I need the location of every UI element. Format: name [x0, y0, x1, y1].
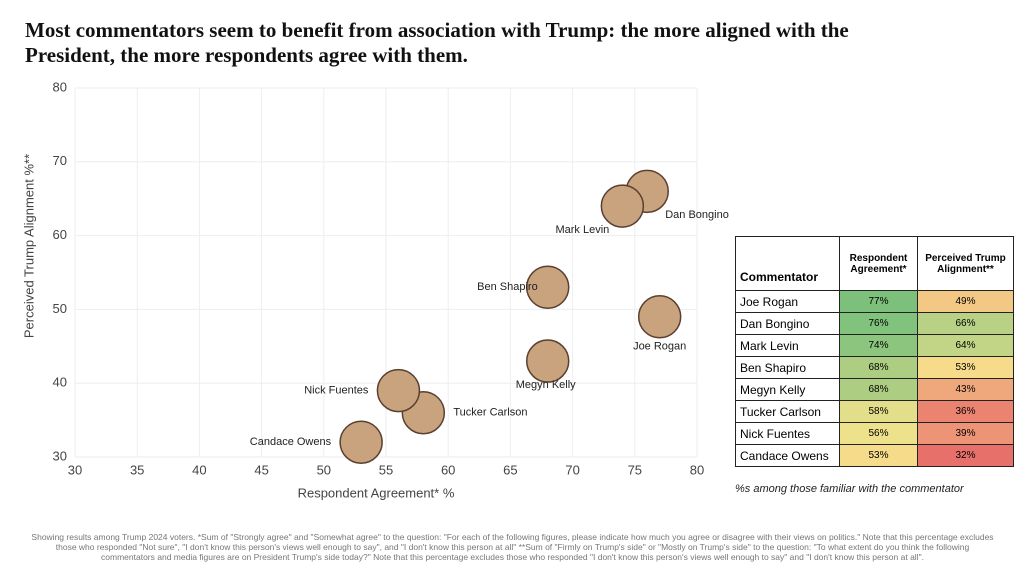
point: [637, 295, 682, 339]
x-tick-label: 80: [690, 462, 704, 477]
point-label: Nick Fuentes: [304, 384, 369, 396]
x-tick-label: 60: [441, 462, 455, 477]
table-cell: 77%: [839, 290, 918, 313]
point-label: Mark Levin: [555, 224, 609, 236]
point-label: Candace Owens: [250, 436, 332, 448]
footnote: Showing results among Trump 2024 voters.…: [31, 532, 994, 562]
point: [376, 368, 421, 413]
point: [525, 265, 570, 310]
x-tick-label: 40: [192, 462, 206, 477]
table-cell: 74%: [839, 334, 918, 357]
x-tick-label: 30: [68, 462, 82, 477]
table-row: Dan Bongino 76% 66%: [735, 312, 1014, 335]
table-cell: Tucker Carlson: [735, 400, 840, 423]
point: [525, 339, 570, 383]
x-tick-label: 70: [565, 462, 579, 477]
x-tick-label: 50: [317, 462, 331, 477]
table-row: Candace Owens 53% 32%: [735, 444, 1014, 467]
point-label: Megyn Kelly: [516, 379, 576, 391]
point-label: Joe Rogan: [633, 341, 686, 353]
table-cell: Dan Bongino: [735, 312, 840, 335]
table-cell: 76%: [839, 312, 918, 335]
point-label: Dan Bongino: [665, 209, 729, 221]
table-cell: 56%: [839, 422, 918, 445]
point-label: Tucker Carlson: [453, 407, 527, 419]
point: [600, 184, 645, 228]
y-tick-label: 40: [53, 375, 67, 390]
x-axis-title: Respondent Agreement* %: [298, 485, 455, 500]
table-header: Respondent Agreement*: [839, 236, 918, 291]
table-cell: Joe Rogan: [735, 290, 840, 313]
table-cell: 66%: [917, 312, 1014, 335]
y-axis-title: Perceived Trump Alignment %**: [21, 154, 36, 338]
table-cell: Candace Owens: [735, 444, 840, 467]
table-cell: 53%: [839, 444, 918, 467]
point: [339, 420, 383, 464]
table-row: Joe Rogan 77% 49%: [735, 290, 1014, 313]
table-cell: 36%: [917, 400, 1014, 423]
table-cell: Megyn Kelly: [735, 378, 840, 401]
x-tick-label: 65: [503, 462, 517, 477]
x-tick-label: 35: [130, 462, 144, 477]
x-tick-label: 45: [254, 462, 268, 477]
table-row: Tucker Carlson 58% 36%: [735, 400, 1014, 423]
table-cell: Mark Levin: [735, 334, 840, 357]
y-tick-label: 80: [53, 79, 67, 94]
point-label: Ben Shapiro: [477, 281, 538, 293]
y-tick-label: 50: [53, 301, 67, 316]
table-row: Ben Shapiro 68% 53%: [735, 356, 1014, 379]
table-cell: 58%: [839, 400, 918, 423]
table-cell: 68%: [839, 378, 918, 401]
y-tick-label: 30: [53, 448, 67, 463]
table-cell: 53%: [917, 356, 1014, 379]
table-row: Megyn Kelly 68% 43%: [735, 378, 1014, 401]
x-tick-label: 55: [379, 462, 393, 477]
table-row: Mark Levin 74% 64%: [735, 334, 1014, 357]
table-cell: 64%: [917, 334, 1014, 357]
table-cell: Ben Shapiro: [735, 356, 840, 379]
table-note: %s among those familiar with the comment…: [735, 483, 964, 495]
table-cell: 68%: [839, 356, 918, 379]
table-row: Nick Fuentes 56% 39%: [735, 422, 1014, 445]
x-tick-label: 75: [628, 462, 642, 477]
data-table: Commentator Respondent Agreement* Percei…: [735, 236, 1014, 467]
table-cell: 39%: [917, 422, 1014, 445]
chart-title: Most commentators seem to benefit from a…: [25, 18, 849, 67]
table-header: Commentator: [735, 236, 840, 291]
table-cell: 32%: [917, 444, 1014, 467]
table-cell: 49%: [917, 290, 1014, 313]
table-cell: 43%: [917, 378, 1014, 401]
y-tick-label: 70: [53, 153, 67, 168]
table-cell: Nick Fuentes: [735, 422, 840, 445]
table-header: Perceived Trump Alignment**: [917, 236, 1014, 291]
y-tick-label: 60: [53, 227, 67, 242]
